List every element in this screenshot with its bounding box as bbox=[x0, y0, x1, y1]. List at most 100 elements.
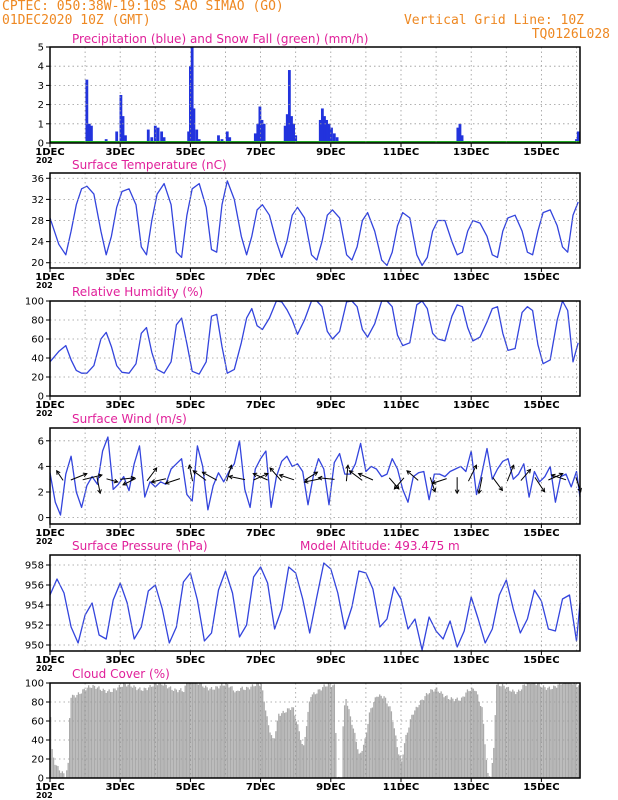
cloud-bar bbox=[307, 711, 309, 778]
cloud-bar bbox=[542, 685, 545, 778]
cloud-bar bbox=[128, 683, 131, 778]
x-tick-label: 3DEC bbox=[105, 782, 134, 793]
cloud-bar bbox=[577, 685, 580, 778]
wind-arrow bbox=[120, 477, 135, 480]
cloud-bar bbox=[357, 749, 359, 778]
x-tick-label: 3DEC bbox=[105, 272, 134, 283]
cloud-bar bbox=[266, 716, 268, 778]
wind-arrow bbox=[192, 470, 207, 481]
cloud-bar bbox=[531, 683, 533, 778]
x-tick-label: 7DEC bbox=[246, 272, 275, 283]
wind-arrow bbox=[146, 467, 158, 482]
cloud-bar bbox=[131, 687, 134, 778]
y-tick-label: 100 bbox=[25, 297, 44, 308]
cloud-bar bbox=[319, 689, 321, 778]
cloud-bar bbox=[79, 694, 81, 778]
cloud-bar bbox=[143, 687, 145, 778]
precip-bar bbox=[318, 119, 322, 143]
y-tick-label: 20 bbox=[31, 373, 44, 384]
x-tick-label: 13DEC bbox=[453, 782, 489, 793]
cloud-bar bbox=[541, 687, 543, 778]
wind-arrow bbox=[318, 477, 335, 480]
y-tick-label: 952 bbox=[25, 621, 44, 632]
cloud-bar bbox=[322, 687, 324, 778]
cloud-bar bbox=[367, 723, 369, 778]
wind-arrow bbox=[56, 470, 64, 481]
precip-bar bbox=[323, 116, 326, 143]
cloud-bar bbox=[231, 686, 233, 778]
wind-arrow bbox=[406, 470, 419, 481]
y-tick-label: 3 bbox=[38, 81, 44, 92]
cloud-bar bbox=[221, 683, 223, 778]
precip-bar bbox=[121, 116, 125, 143]
cloud-bar bbox=[254, 686, 257, 778]
cloud-bar bbox=[455, 698, 457, 778]
x-tick-label: 3DEC bbox=[105, 528, 134, 539]
cloud-bar bbox=[83, 688, 85, 778]
cloud-bar bbox=[384, 697, 387, 778]
cloud-bar bbox=[234, 692, 236, 778]
cloud-bar bbox=[387, 706, 390, 778]
cloud-bar bbox=[240, 687, 242, 778]
cloud-bar bbox=[199, 683, 201, 778]
wind-arrow bbox=[520, 469, 531, 481]
cloud-bar bbox=[209, 688, 211, 778]
cloud-bar bbox=[146, 690, 148, 778]
wind-arrowhead bbox=[82, 472, 88, 478]
cloud-bar bbox=[414, 710, 416, 778]
precip-bar bbox=[294, 135, 298, 143]
cloud-bar bbox=[431, 689, 434, 778]
cloud-bar bbox=[554, 686, 556, 778]
wind-arrow bbox=[269, 467, 282, 482]
cloud-bar bbox=[82, 689, 84, 778]
date-header: 01DEC2020 10Z (GMT) bbox=[2, 13, 151, 28]
humidity-panel: 0 20 40 60 80 100 1DEC 3DEC 5DEC 7DEC 9DEC 11DEC 13D… bbox=[25, 285, 581, 418]
x-tick-label: 7DEC bbox=[246, 528, 275, 539]
precip-bar bbox=[262, 123, 266, 143]
cloud-bar bbox=[498, 686, 501, 778]
precip-bar bbox=[124, 135, 127, 143]
cloud-bar bbox=[417, 707, 419, 778]
wind-panel: 0 2 4 6 1DEC 3DEC 5DEC 7DEC 9DEC 11DEC 13DEC 15DEC 2… bbox=[35, 412, 582, 546]
cloud-bar bbox=[245, 686, 248, 778]
cloud-bar bbox=[112, 688, 115, 778]
cloud-bar bbox=[418, 704, 420, 778]
cloud-bar bbox=[285, 712, 287, 778]
wind-arrowhead bbox=[228, 474, 234, 480]
cloud-bar bbox=[279, 715, 281, 778]
cloud-bar bbox=[380, 695, 382, 778]
x-tick-label: 5DEC bbox=[176, 655, 205, 666]
cloud-bar bbox=[310, 696, 312, 778]
cloud-bar bbox=[572, 684, 574, 778]
cloud-bar bbox=[557, 684, 559, 778]
cloud-bar bbox=[507, 686, 510, 778]
cloud-bar bbox=[95, 688, 97, 778]
cloud-bar bbox=[134, 686, 137, 778]
cloud-bar bbox=[573, 683, 575, 778]
cloud-bar bbox=[354, 732, 356, 778]
wind-arrow bbox=[478, 477, 483, 494]
precip-bar bbox=[458, 123, 462, 143]
precip-bar bbox=[150, 137, 154, 143]
x-tick-label: 15DEC bbox=[523, 400, 559, 411]
cloud-bar bbox=[96, 687, 99, 778]
precip-bar bbox=[290, 116, 293, 143]
precip-bar bbox=[283, 125, 287, 143]
cloud-bar bbox=[107, 691, 109, 778]
cloud-bar bbox=[133, 685, 135, 778]
cloud-bar bbox=[377, 696, 379, 778]
year-label: 202 bbox=[36, 409, 53, 418]
wind-arrow bbox=[467, 464, 477, 482]
precip-bar bbox=[192, 108, 196, 143]
cloud-bar bbox=[203, 687, 205, 778]
cloud-bar bbox=[235, 690, 238, 778]
cloud-panel: 0 20 40 60 80 100 1DEC 3DEC 5DEC 7DEC 9DEC 11DEC 13D… bbox=[25, 667, 581, 800]
cloud-bar bbox=[422, 700, 425, 778]
cloud-bar bbox=[436, 687, 438, 778]
cloud-bar bbox=[215, 686, 217, 778]
cloud-bar bbox=[308, 701, 311, 778]
cloud-bar bbox=[304, 736, 306, 778]
cloud-bar bbox=[171, 689, 173, 778]
cloud-bar bbox=[101, 691, 103, 778]
cloud-bar bbox=[187, 683, 189, 778]
